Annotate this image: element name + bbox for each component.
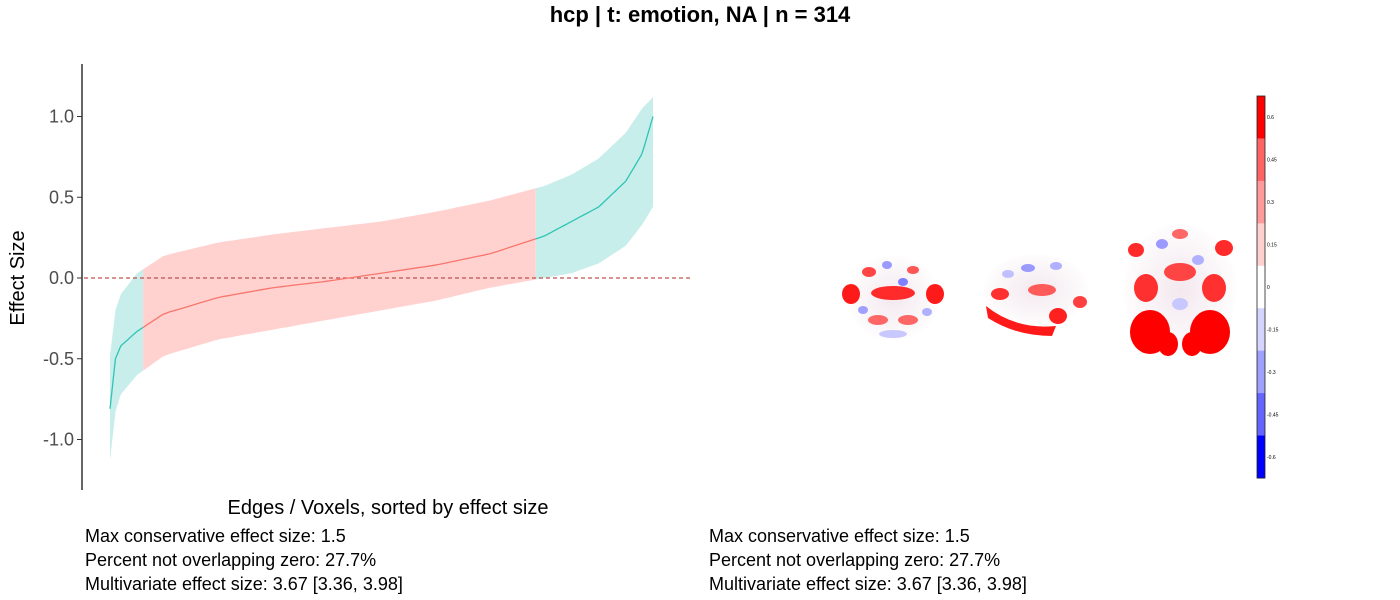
y-tick-label: 1.0 [49, 107, 74, 127]
colorbar-band [1257, 308, 1265, 352]
colorbar-tick-label: 0 [1267, 285, 1270, 291]
colorbar: 0.6 0.45 0.3 0.15 0 -0.15 -0.3 -0.45 -0.6 [1256, 95, 1279, 479]
confidence-band-segment-2 [535, 97, 653, 280]
colorbar-tick-label: 0.3 [1267, 200, 1274, 206]
percent-not-overlapping-left: Percent not overlapping zero: 27.7% [85, 550, 377, 570]
max-conservative-effect-left: Max conservative effect size: 1.5 [85, 526, 346, 546]
stats-left: Max conservative effect size: 1.5 Percen… [85, 524, 403, 596]
y-axis-title: Effect Size [7, 230, 29, 325]
colorbar-tick-label: 0.15 [1267, 243, 1277, 249]
effect-line-segment-0 [109, 326, 144, 409]
colorbar-tick-label: -0.6 [1267, 455, 1276, 461]
stats-right: Max conservative effect size: 1.5 Percen… [709, 524, 1027, 596]
colorbar-tick-label: 0.45 [1267, 158, 1277, 164]
brain-sagittal-view [984, 254, 1088, 336]
percent-not-overlapping-right: Percent not overlapping zero: 27.7% [709, 550, 1001, 570]
colorbar-band [1257, 350, 1265, 394]
y-tick-label: 0.5 [49, 187, 74, 207]
chart-title: hcp | t: emotion, NA | n = 314 [549, 2, 851, 27]
colorbar-tick-label: 0.6 [1267, 115, 1274, 121]
multivariate-effect-right: Multivariate effect size: 3.67 [3.36, 3.… [709, 574, 1027, 594]
brain-coronal-view [842, 256, 944, 340]
effect-lines [109, 116, 654, 409]
x-axis-title: Edges / Voxels, sorted by effect size [228, 497, 549, 519]
brain-axial-view [1124, 224, 1236, 356]
colorbar-band [1257, 393, 1265, 437]
colorbar-tick-label: -0.15 [1267, 327, 1279, 333]
y-axis-ticks: -1.0 -0.5 0.0 0.5 1.0 [43, 107, 82, 450]
effect-size-plot: -1.0 -0.5 0.0 0.5 1.0 Effect Size Edges / Vo… [7, 64, 692, 519]
y-tick-label: -1.0 [43, 430, 74, 450]
colorbar-tick-label: -0.3 [1267, 370, 1276, 376]
effect-line-segment-1 [142, 238, 536, 328]
max-conservative-effect-right: Max conservative effect size: 1.5 [709, 526, 970, 546]
colorbar-band [1257, 96, 1265, 139]
effect-line-segment-2 [535, 116, 654, 240]
colorbar-outline [1256, 95, 1266, 479]
colorbar-band [1257, 138, 1265, 182]
y-tick-label: 0.0 [49, 268, 74, 288]
multivariate-effect-left: Multivariate effect size: 3.67 [3.36, 3.… [85, 574, 403, 594]
colorbar-band [1257, 223, 1265, 267]
confidence-band-segment-0 [110, 269, 144, 461]
colorbar-band [1257, 265, 1265, 309]
colorbar-tick-label: -0.45 [1267, 412, 1279, 418]
confidence-bands [110, 97, 653, 461]
colorbar-band [1257, 180, 1265, 224]
colorbar-band [1257, 435, 1265, 479]
y-tick-label: -0.5 [43, 349, 74, 369]
